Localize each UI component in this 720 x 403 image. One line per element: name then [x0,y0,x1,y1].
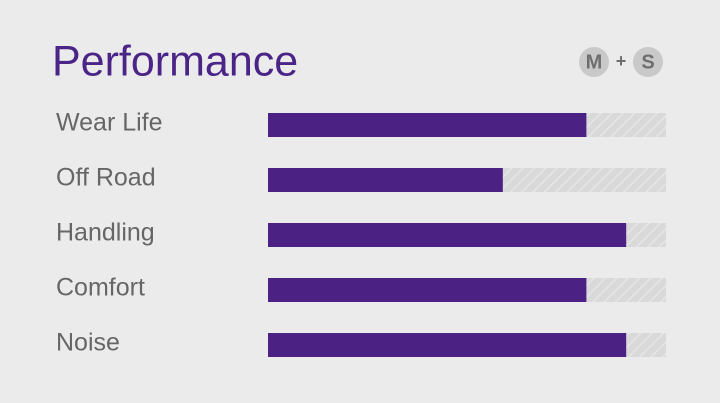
bar [268,168,503,192]
category-label: Wear Life [56,109,163,137]
bar [268,113,587,137]
category-label: Comfort [56,274,145,302]
badge: M + S [579,47,663,77]
bar [268,333,627,357]
badge-joiner: + [616,51,627,71]
badge-left: M [586,51,603,73]
bar [268,223,627,247]
badge-circle [633,47,663,77]
badge-circle [579,47,609,77]
category-label: Off Road [56,164,156,192]
category-label: Handling [56,219,155,247]
badge-right: S [641,51,654,73]
bar [268,278,587,302]
category-label: Noise [56,329,120,357]
chart-title: Performance [52,37,298,85]
